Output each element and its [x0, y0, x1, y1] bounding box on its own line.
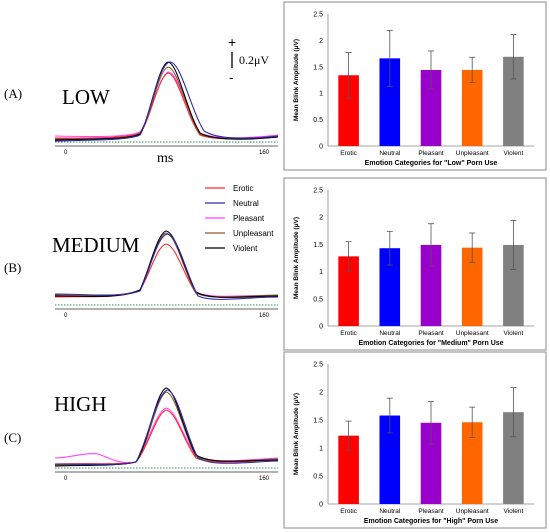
- group-title-high: HIGH: [54, 392, 107, 416]
- waveform-trace-pleasant: [54, 71, 279, 139]
- y-tick-label: 1: [319, 446, 323, 453]
- y-tick-label: 1.5: [313, 64, 323, 71]
- bar-chart-high: 0 0.5 1 1.5 2 2.5 Mean Blink Amplitude (μV) Ero…: [283, 351, 547, 529]
- y-tick-label: 1.5: [313, 242, 323, 249]
- y-tick-label: 2: [319, 215, 323, 222]
- waveform-panel-medium: 0 160: [54, 230, 279, 319]
- x-tick-label: Pleasant: [418, 330, 443, 337]
- y-axis-label: Mean Blink Amplitude (μV): [293, 217, 300, 299]
- tick-label-start: 0: [64, 150, 68, 156]
- legend-item-neutral: Neutral: [205, 199, 259, 208]
- x-tick-label: Neutral: [379, 330, 401, 337]
- waveform-trace-erotic: [54, 409, 279, 465]
- y-tick-label: 1.5: [313, 418, 323, 425]
- x-tick-label: Violent: [504, 508, 524, 515]
- bar-pleasant: [420, 422, 442, 504]
- bar-unpleasant: [461, 69, 483, 146]
- x-tick-label: Erotic: [340, 508, 357, 515]
- x-tick-label: Pleasant: [418, 150, 443, 157]
- bar-chart-medium: 0 0.5 1 1.5 2 2.5 Mean Blink Amplitude (μV) Ero…: [283, 177, 547, 351]
- x-tick-label: Erotic: [340, 330, 357, 337]
- y-tick-label: 0: [319, 144, 323, 151]
- y-tick-label: 0: [319, 324, 323, 331]
- panel-label-a: (A): [4, 86, 22, 101]
- y-tick-label: 0.5: [313, 117, 323, 124]
- x-tick-label: Neutral: [379, 508, 401, 515]
- bar-unpleasant: [461, 422, 483, 504]
- bar-neutral: [379, 248, 401, 326]
- legend-item-pleasant: Pleasant: [205, 214, 265, 223]
- x-tick-label: Unpleasant: [456, 508, 489, 515]
- x-tick-label: Violent: [504, 150, 524, 157]
- y-tick-label: 2.5: [313, 12, 323, 19]
- tick-label-end: 160: [259, 150, 270, 156]
- x-tick-label: Neutral: [379, 150, 401, 157]
- y-tick-label: 2: [319, 390, 323, 397]
- x-tick-label: Unpleasant: [456, 150, 489, 157]
- tick-label-start: 0: [64, 313, 68, 319]
- waveform-panel-low: 0 160 ms: [54, 61, 279, 166]
- legend-item-violent: Violent: [205, 244, 258, 253]
- waveform-trace-neutral: [54, 233, 279, 300]
- y-tick-label: 0: [319, 502, 323, 509]
- tick-label-end: 160: [259, 476, 270, 482]
- panel-label-c: (C): [4, 430, 21, 445]
- y-tick-label: 0.5: [313, 474, 323, 481]
- bar-violent: [503, 56, 524, 146]
- bar-erotic: [338, 256, 359, 326]
- panel-label-b: (B): [4, 260, 21, 275]
- bar-chart-low: 0 0.5 1 1.5 2 2.5 Mean Blink Amplitude (μV) Ero…: [283, 1, 547, 171]
- waveform-trace-neutral: [54, 389, 279, 466]
- x-axis-label: Emotion Categories for "Medium" Porn Use: [358, 340, 503, 347]
- waveform-trace-pleasant: [54, 407, 279, 464]
- tick-label-end: 160: [259, 313, 270, 319]
- bar-unpleasant: [461, 247, 483, 326]
- x-axis-unit: ms: [157, 151, 173, 166]
- waveform-trace-violent: [54, 230, 279, 298]
- scale-minus: -: [229, 69, 234, 85]
- y-tick-label: 1: [319, 269, 323, 276]
- x-tick-label: Unpleasant: [456, 330, 489, 337]
- legend-label-neutral: Neutral: [233, 199, 259, 208]
- x-axis-label: Emotion Categories for "High" Porn Use: [364, 518, 498, 525]
- y-tick-label: 2.5: [313, 362, 323, 369]
- x-tick-label: Violent: [504, 330, 524, 337]
- bar-neutral: [379, 415, 401, 504]
- y-tick-label: 1: [319, 91, 323, 98]
- legend-label-unpleasant: Unpleasant: [233, 229, 274, 238]
- waveform-trace-neutral: [54, 61, 279, 142]
- bar-pleasant: [420, 244, 442, 326]
- bar-pleasant: [420, 69, 442, 146]
- legend-item-erotic: Erotic: [205, 184, 253, 193]
- bar-neutral: [379, 58, 401, 146]
- waveform-legend: Erotic Neutral Pleasant Unpleasant Viole…: [205, 184, 274, 253]
- y-axis-label: Mean Blink Amplitude (μV): [293, 39, 300, 121]
- x-tick-label: Erotic: [340, 150, 357, 157]
- y-tick-label: 0.5: [313, 296, 323, 303]
- legend-label-violent: Violent: [233, 244, 258, 253]
- bar-violent: [503, 412, 524, 504]
- y-axis-label: Mean Blink Amplitude (μV): [293, 393, 300, 475]
- bar-erotic: [338, 75, 359, 146]
- group-title-medium: MEDIUM: [52, 233, 140, 257]
- legend-label-erotic: Erotic: [233, 184, 253, 193]
- legend-item-unpleasant: Unpleasant: [205, 229, 274, 238]
- y-tick-label: 2: [319, 38, 323, 45]
- x-tick-label: Pleasant: [418, 508, 443, 515]
- x-axis-label: Emotion Categories for "Low" Porn Use: [365, 160, 498, 167]
- y-tick-label: 2.5: [313, 188, 323, 195]
- waveform-trace-violent: [54, 61, 279, 141]
- group-title-low: LOW: [62, 85, 110, 109]
- bar-violent: [503, 244, 524, 326]
- tick-label-start: 0: [64, 476, 68, 482]
- scale-value: 0.2μV: [239, 53, 269, 67]
- bar-erotic: [338, 435, 359, 504]
- legend-label-pleasant: Pleasant: [233, 214, 265, 223]
- waveform-panel-high: 0 160: [54, 387, 279, 482]
- scale-plus: +: [228, 34, 236, 50]
